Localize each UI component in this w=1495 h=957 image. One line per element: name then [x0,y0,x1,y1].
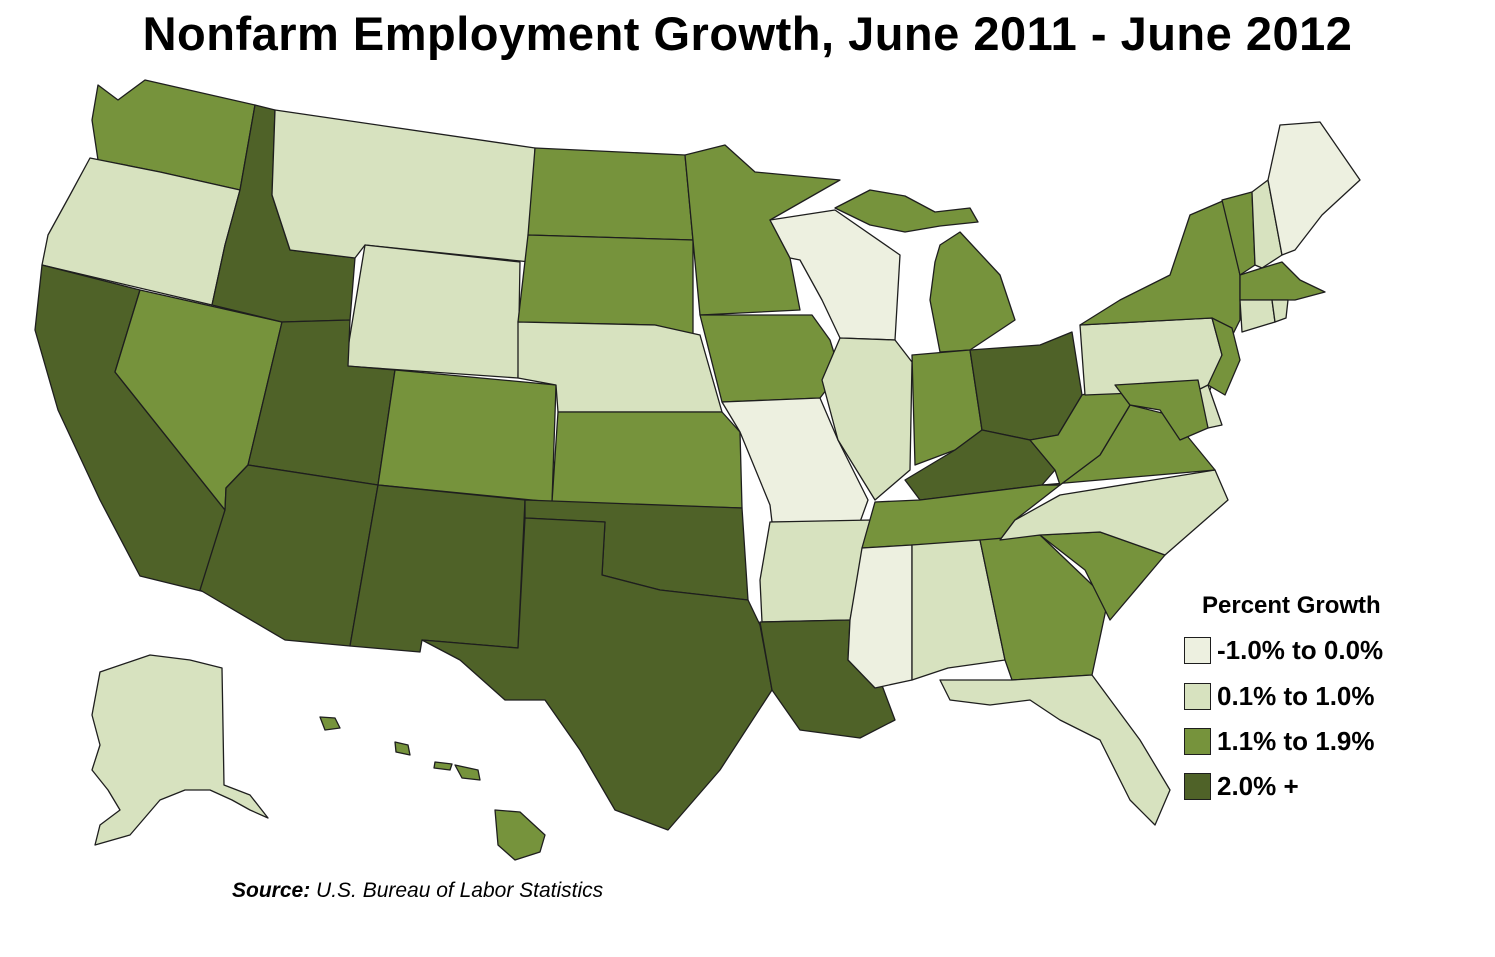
state-al[interactable] [911,539,1006,681]
legend-label: 0.1% to 1.0% [1217,681,1375,711]
legend-swatch [1184,728,1211,755]
state-il[interactable] [821,337,913,501]
state-mi-upper[interactable] [834,189,979,233]
source-note: Source: U.S. Bureau of Labor Statistics [232,879,603,903]
state-ri[interactable] [1271,299,1289,323]
legend-label: 1.1% to 1.9% [1217,726,1375,756]
state-nd[interactable] [527,147,694,241]
source-text: U.S. Bureau of Labor Statistics [310,879,604,902]
state-hi-maui[interactable] [454,764,481,781]
legend-label: 2.0% + [1217,771,1299,801]
state-nj[interactable] [1207,317,1241,396]
legend-swatch [1184,773,1211,800]
state-ks[interactable] [551,411,743,509]
legend-swatch [1184,683,1211,710]
state-ct[interactable] [1239,299,1276,333]
map-title: Nonfarm Employment Growth, June 2011 - J… [142,7,1353,60]
state-hi-molokai[interactable] [433,761,453,771]
state-nm[interactable] [349,484,526,653]
state-nc[interactable] [999,469,1229,556]
state-az[interactable] [199,464,379,647]
state-hi[interactable] [494,809,546,861]
state-wy[interactable] [344,244,521,379]
state-mt[interactable] [271,109,536,263]
state-ia[interactable] [699,314,841,403]
state-sd[interactable] [517,234,694,336]
state-mi[interactable] [929,231,1016,353]
state-fl[interactable] [939,674,1171,826]
source-prefix: Source: [232,879,311,902]
state-nh[interactable] [1251,179,1283,269]
legend-label: -1.0% to 0.0% [1217,635,1384,665]
state-hi-oahu[interactable] [394,741,411,756]
state-me[interactable] [1267,121,1361,256]
state-co[interactable] [377,369,557,503]
state-ny[interactable] [1079,199,1241,341]
state-hi-kauai[interactable] [319,716,341,731]
legend-title: Percent Growth [1202,592,1381,619]
legend-swatch [1184,637,1211,664]
state-tx[interactable] [421,517,773,831]
state-md[interactable] [1114,379,1209,441]
state-ma[interactable] [1239,261,1326,301]
state-ak[interactable] [91,654,269,846]
